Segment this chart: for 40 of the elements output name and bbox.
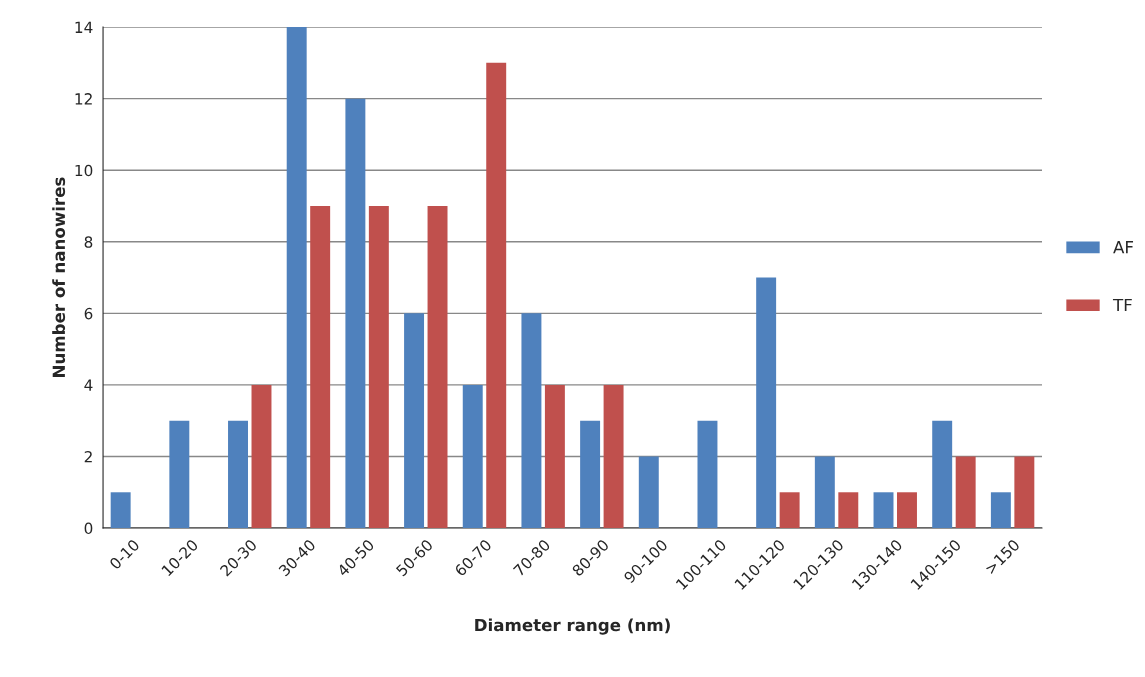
y-tick-label: 14 [75, 21, 93, 33]
bar [368, 206, 389, 529]
bar [756, 277, 777, 529]
bar [544, 384, 565, 529]
bar [486, 62, 507, 529]
bar [814, 456, 835, 529]
bar [638, 456, 659, 529]
y-tick-label: 10 [75, 164, 93, 177]
bar [897, 492, 917, 529]
bar [990, 492, 1011, 529]
x-axis-title: Diameter range (nm) [475, 618, 670, 635]
y-axis-title: Number of nanowires [52, 177, 66, 377]
bar [955, 456, 976, 529]
bar [932, 420, 953, 529]
y-tick-label: 12 [75, 93, 92, 105]
bar [345, 98, 366, 529]
bar [169, 420, 190, 529]
y-tick-label: 6 [84, 307, 93, 320]
legend-label: AF [1113, 241, 1134, 254]
bar [873, 492, 894, 529]
bar [521, 313, 542, 529]
bar [603, 384, 624, 529]
bar [110, 492, 131, 529]
bar [286, 27, 307, 529]
bar [697, 420, 718, 529]
y-tick-label: 4 [84, 379, 93, 391]
bar [228, 420, 248, 529]
bar [462, 384, 483, 529]
bar [404, 313, 425, 529]
legend-label: TF [1112, 298, 1132, 312]
bar [251, 384, 272, 529]
bar [779, 492, 800, 529]
bar [1014, 456, 1035, 529]
bar [427, 206, 448, 529]
y-tick-label: 2 [84, 450, 92, 463]
y-tick-label: 8 [84, 236, 93, 248]
bar [310, 206, 331, 529]
bar [580, 420, 601, 529]
bar [838, 492, 859, 529]
y-tick-label: 0 [84, 522, 93, 535]
